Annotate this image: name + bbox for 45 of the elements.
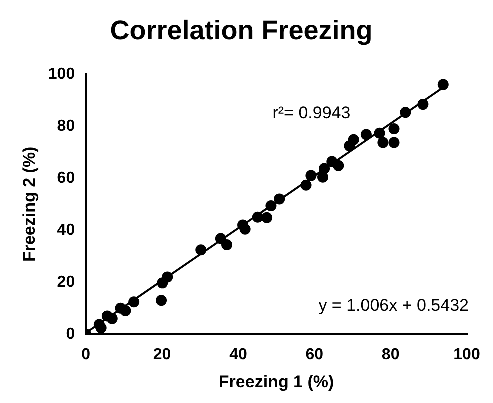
point xyxy=(274,194,286,205)
x-tick-label: 40 xyxy=(230,346,248,364)
x-tick-label: 60 xyxy=(306,346,324,364)
point xyxy=(388,137,400,148)
y-tick-label: 100 xyxy=(48,66,76,83)
point xyxy=(438,79,449,90)
point xyxy=(128,296,140,308)
point xyxy=(333,160,344,172)
point xyxy=(120,306,132,316)
point xyxy=(378,137,389,148)
point xyxy=(262,212,273,224)
y-tick-label: 40 xyxy=(57,222,76,239)
point xyxy=(360,129,372,140)
point xyxy=(196,244,207,256)
y-tick-label: 60 xyxy=(57,170,76,187)
point xyxy=(319,163,330,174)
point xyxy=(215,233,226,244)
point xyxy=(96,322,107,334)
point xyxy=(300,180,312,191)
point xyxy=(374,128,386,139)
point xyxy=(318,172,329,183)
x-tick-label: 20 xyxy=(153,346,172,364)
x-tick-label: 100 xyxy=(454,346,480,364)
y-tick-label: 80 xyxy=(57,118,76,135)
point xyxy=(266,200,277,212)
point xyxy=(162,272,174,283)
y-tick-label: 20 xyxy=(57,274,76,291)
point xyxy=(418,99,429,110)
point xyxy=(400,107,412,118)
annotation: r²= 0.9943 xyxy=(272,104,351,123)
point xyxy=(222,239,233,250)
point xyxy=(252,212,264,223)
x-tick-label: 0 xyxy=(82,346,91,364)
x-axis-title: Freezing 1 (%) xyxy=(218,372,334,392)
y-tick-label: 0 xyxy=(66,326,76,343)
point xyxy=(348,134,360,146)
chart-title: Correlation Freezing xyxy=(110,16,373,46)
x-tick-label: 80 xyxy=(382,346,400,364)
y-axis-title: Freezing 2 (%) xyxy=(20,146,39,262)
point xyxy=(106,313,118,324)
point xyxy=(306,170,317,182)
point xyxy=(388,124,400,134)
annotation: y = 1.006x + 0.5432 xyxy=(318,296,469,315)
point xyxy=(156,295,168,306)
point xyxy=(240,224,251,235)
